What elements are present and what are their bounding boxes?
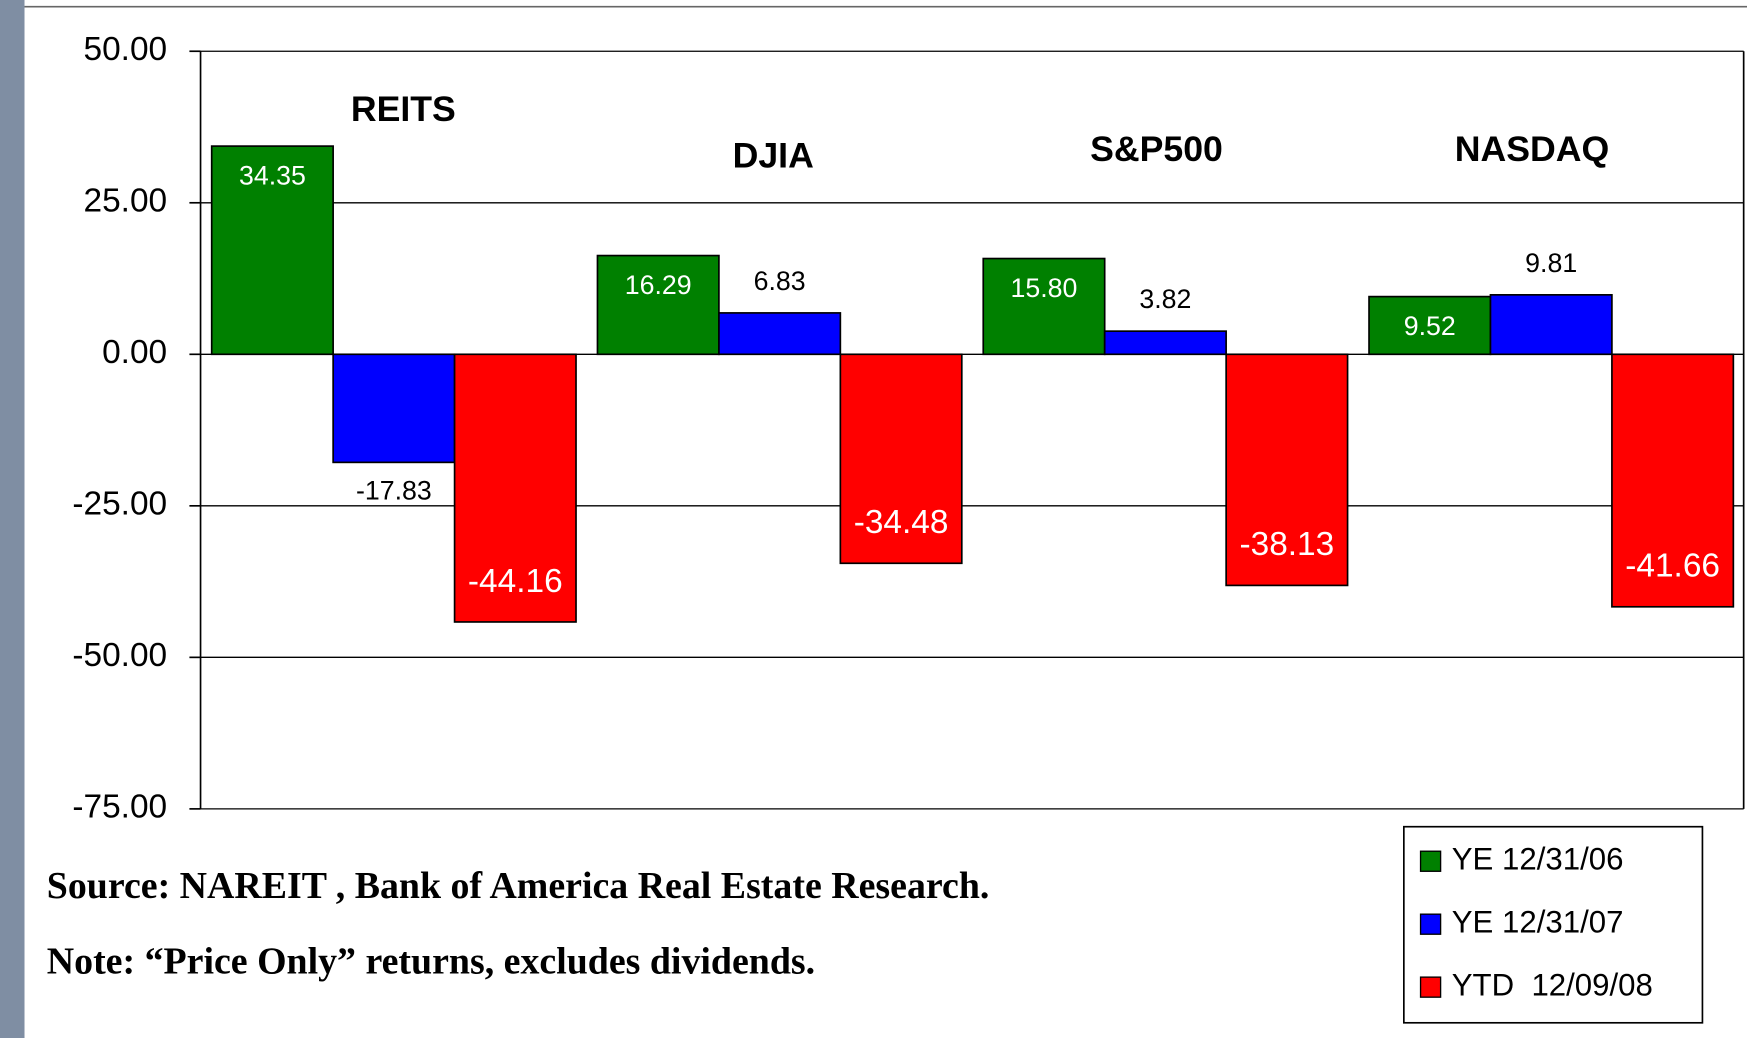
bar: [596, 254, 720, 356]
value-label: -34.48: [854, 504, 949, 541]
side-bar: [0, 0, 25, 1038]
source-note: Source: NAREIT , Bank of America Real Es…: [47, 865, 990, 907]
value-label: 3.82: [1139, 284, 1191, 314]
bar: [1368, 295, 1492, 356]
y-tick-label: 25.00: [84, 183, 168, 220]
category-label: DJIA: [733, 136, 814, 176]
category-label: S&P500: [1090, 129, 1223, 169]
y-tick-label: 50.00: [84, 31, 168, 68]
value-label: 9.52: [1404, 311, 1456, 341]
legend-label: YE 12/31/07: [1452, 904, 1624, 939]
bar: [1103, 330, 1227, 356]
category-label: NASDAQ: [1455, 129, 1609, 169]
bar: [453, 353, 577, 623]
value-label: 16.29: [625, 270, 692, 300]
legend-swatch: [1419, 913, 1442, 935]
bar: [1225, 353, 1349, 587]
legend-label: YE 12/31/06: [1452, 841, 1624, 876]
price-note: Note: “Price Only” returns, excludes div…: [47, 941, 815, 983]
legend-label: YTD 12/09/08: [1452, 967, 1653, 1002]
value-label: -38.13: [1239, 526, 1334, 563]
category-label: REITS: [351, 89, 456, 129]
value-label: 34.35: [239, 160, 306, 190]
bar: [1489, 294, 1613, 356]
y-tick-label: -75.00: [72, 789, 167, 826]
legend-swatch: [1419, 976, 1442, 998]
bar: [982, 257, 1106, 356]
bar: [1611, 353, 1735, 608]
bar: [332, 353, 456, 464]
y-tick-label: -25.00: [72, 486, 167, 523]
value-label: 9.81: [1525, 248, 1577, 278]
bar: [210, 145, 334, 356]
value-label: -17.83: [356, 476, 432, 506]
value-label: 15.80: [1011, 273, 1078, 303]
y-tick-label: -50.00: [72, 637, 167, 674]
legend-swatch: [1419, 850, 1442, 872]
value-label: -41.66: [1625, 548, 1720, 585]
legend-box: [1403, 825, 1704, 1024]
value-label: 6.83: [754, 266, 806, 296]
bar: [718, 312, 842, 356]
y-tick-label: 0.00: [102, 334, 167, 371]
value-label: -44.16: [468, 563, 563, 600]
bar: [839, 353, 963, 565]
